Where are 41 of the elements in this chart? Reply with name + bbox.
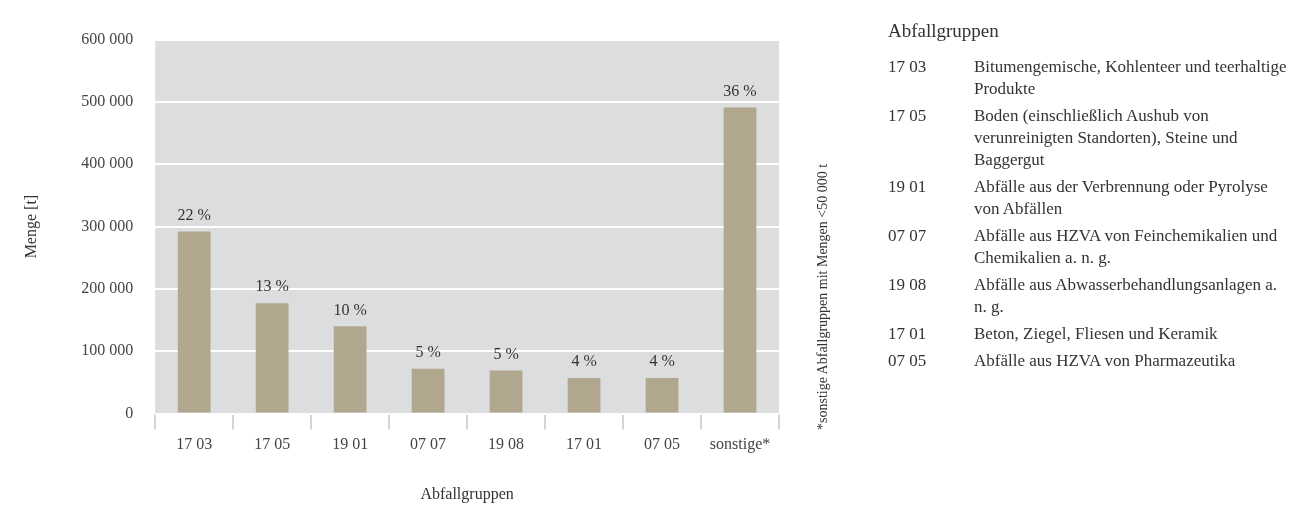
text: Abfälle aus HZVA von Feinchemikalien und Chemikalien a. n. g. [974,225,1279,269]
x-tick-label: 19 01 [332,435,369,453]
annotation: 36 % [723,81,757,99]
x-axis-title: Abfallgruppen [420,484,514,503]
text: Abfälle aus HZVA von Pharmazeutika [974,350,1237,372]
text: Beton, Ziegel, Fliesen und Keramik [974,323,1219,345]
x-tick-label: 07 07 [410,435,447,453]
x-tick-label: 17 05 [254,435,291,453]
category-label: 17 05 [888,106,927,125]
category-label: 07 07 [888,226,927,245]
category-label: 19 08 [888,275,927,294]
y-tick-label: 400 000 [81,154,134,172]
annotation: 13 % [255,277,289,295]
x-tick-label: 19 08 [488,435,525,453]
y-tick-label: 200 000 [81,279,134,297]
y-axis-title: Menge [t] [21,194,40,259]
annotation: 10 % [333,300,367,318]
y-tick-label: 100 000 [81,341,134,359]
text: Abfälle aus Abwasserbehandlungsanlagen a. n. g. [974,274,1279,318]
text: Bitumengemische, Kohlenteer und teerhaltige Produkte [974,56,1288,100]
annotation: 5 % [415,342,441,360]
annotation: 22 % [177,205,211,223]
x-tick-label: sonstige* [709,435,771,454]
text: Abfallgruppen [888,20,1000,42]
category-label: 07 05 [888,351,927,370]
y-tick-label: 500 000 [81,92,134,110]
annotation: 4 % [571,352,597,370]
x-tick-label: 17 01 [566,435,603,453]
text: Boden (einschließlich Aushub von verunreinigten Standorten), Steine und Baggergut [974,105,1239,171]
category-label: 17 03 [888,57,927,76]
y-tick-label: 0 [125,403,134,421]
annotation: 4 % [649,352,675,370]
x-tick-label: 17 03 [176,435,213,453]
x-tick-label: 07 05 [644,435,681,453]
text: Abfälle aus der Verbrennung oder Pyrolyse von Abfällen [974,176,1269,220]
y-tick-label: 600 000 [81,29,134,47]
category-label: 19 01 [888,177,927,196]
annotation: 5 % [493,344,519,362]
category-label: 17 01 [888,324,927,343]
y-tick-label: 300 000 [81,216,134,234]
text: *sonstige Abfallgruppen mit Mengen <50 000 t [815,163,831,430]
